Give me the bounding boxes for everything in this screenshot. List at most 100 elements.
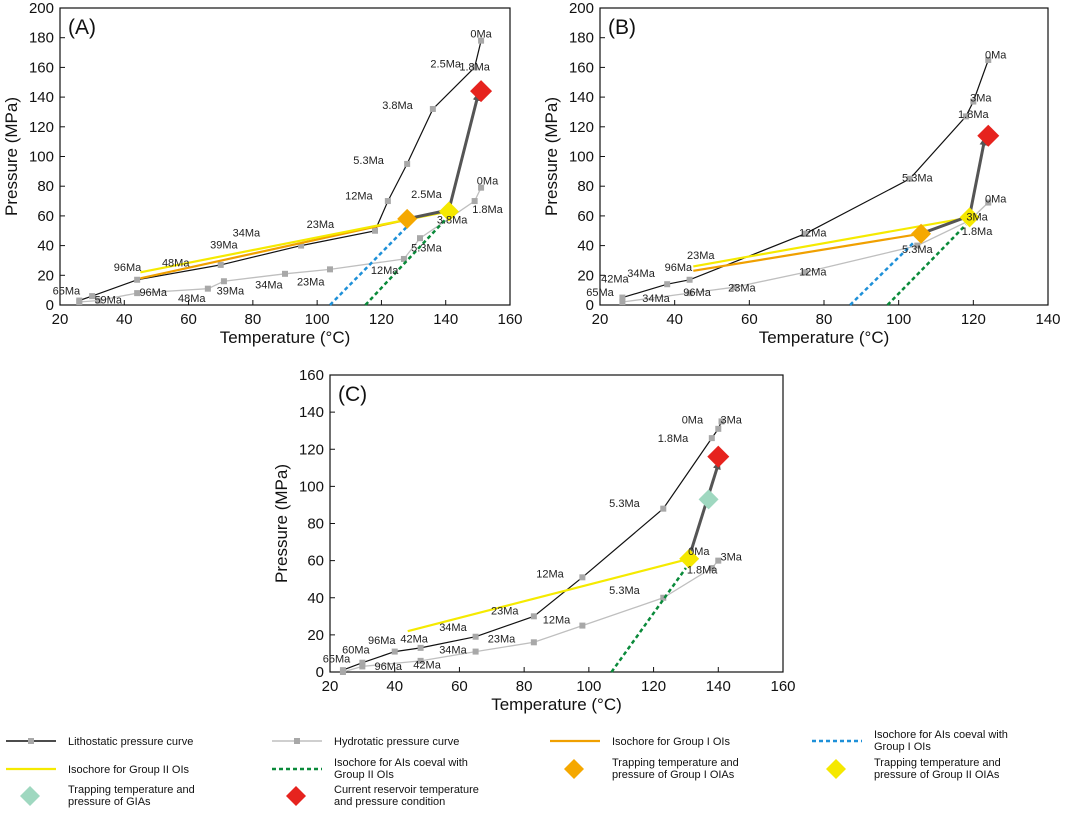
hydrostatic-point bbox=[708, 565, 715, 572]
y-tick-label: 120 bbox=[29, 119, 54, 136]
age-label: 65Ma bbox=[53, 286, 81, 298]
current-reservoir-diamond bbox=[977, 124, 1000, 147]
y-tick-label: 60 bbox=[307, 553, 324, 570]
legend-item-isochore-group1: Isochore for Group I OIs bbox=[550, 736, 730, 748]
age-label: 96Ma bbox=[683, 287, 711, 299]
age-label: 1.8Ma bbox=[962, 226, 993, 238]
age-label: 42Ma bbox=[413, 659, 441, 671]
y-tick-label: 40 bbox=[577, 238, 594, 255]
legend-swatch-diamond bbox=[826, 759, 846, 779]
age-label: 60Ma bbox=[342, 644, 370, 656]
x-tick-label: 120 bbox=[641, 678, 666, 695]
age-label: 1.8Ma bbox=[459, 61, 490, 73]
legend-item-trap-group1: Trapping temperature and pressure of Grou… bbox=[564, 757, 739, 781]
panel-A: 20 40 60 80 100 120 140 16002040608010012014016… bbox=[2, 0, 523, 347]
legend-swatch-diamond bbox=[20, 786, 40, 806]
lithostatic-point bbox=[715, 425, 722, 432]
age-label: 42Ma bbox=[400, 633, 428, 645]
lithostatic-point bbox=[372, 227, 378, 234]
legend-item-current-reservoir: Current reservoir temperature and pressur… bbox=[286, 784, 479, 808]
y-tick-label: 160 bbox=[569, 59, 594, 76]
age-label: 12Ma bbox=[536, 568, 564, 580]
trap-group2-diamond bbox=[679, 548, 700, 569]
age-label: 48Ma bbox=[162, 257, 190, 269]
hydrostatic-point bbox=[359, 663, 366, 670]
trap-group2-diamond bbox=[438, 201, 459, 222]
hydrostatic-point bbox=[220, 278, 227, 285]
y-tick-label: 40 bbox=[307, 590, 324, 607]
legend-swatch-marker bbox=[294, 738, 300, 744]
age-label: 96Ma bbox=[374, 661, 402, 673]
x-tick-label: 140 bbox=[706, 678, 731, 695]
age-label: 34Ma bbox=[627, 268, 655, 280]
lithostatic-point bbox=[686, 276, 693, 283]
legend-item-trap-gias: Trapping temperature and pressure of GIAs bbox=[20, 784, 195, 808]
x-tick-label: 40 bbox=[666, 311, 683, 328]
age-label: 0Ma bbox=[470, 29, 492, 41]
hydrostatic-point bbox=[802, 269, 809, 276]
x-tick-label: 160 bbox=[770, 678, 795, 695]
hydrostatic-point bbox=[95, 297, 102, 304]
age-label: 3.8Ma bbox=[382, 100, 413, 112]
hydrostatic-point bbox=[134, 290, 141, 297]
hydrostatic-point bbox=[400, 255, 407, 262]
lithostatic-point bbox=[359, 659, 366, 666]
age-label: 0Ma bbox=[688, 546, 710, 558]
x-axis-label: Temperature (°C) bbox=[759, 328, 890, 347]
hydrostatic-point bbox=[472, 648, 479, 655]
isochore-ais-group1-line bbox=[329, 222, 412, 306]
y-tick-label: 140 bbox=[569, 89, 594, 106]
legend-swatch-marker bbox=[28, 738, 34, 744]
x-tick-label: 140 bbox=[1035, 311, 1060, 328]
age-label: 23Ma bbox=[488, 633, 516, 645]
x-tick-label: 60 bbox=[180, 311, 197, 328]
age-label: 5.3Ma bbox=[411, 243, 442, 255]
age-label: 0Ma bbox=[985, 194, 1007, 206]
age-label: 0Ma bbox=[682, 414, 704, 426]
panel-C: 20 40 60 80 100 120 140 16002040608010012014016… bbox=[272, 367, 796, 714]
isochore-ais-group1-line bbox=[849, 241, 915, 306]
x-axis-label: Temperature (°C) bbox=[491, 695, 622, 714]
y-tick-label: 180 bbox=[569, 30, 594, 47]
hydrostatic-point bbox=[417, 657, 424, 664]
lithostatic-point bbox=[478, 37, 485, 44]
x-tick-label: 20 bbox=[52, 311, 69, 328]
isochore-ais-group2-line bbox=[364, 215, 450, 306]
hydrostatic-point bbox=[731, 284, 738, 291]
y-tick-label: 80 bbox=[37, 178, 54, 195]
age-label: 2.5Ma bbox=[411, 189, 442, 201]
age-label: 39Ma bbox=[210, 240, 238, 252]
current-reservoir-diamond bbox=[470, 80, 493, 103]
lithostatic-point bbox=[134, 276, 141, 283]
legend-swatch-diamond bbox=[564, 759, 584, 779]
hydrostatic-curve bbox=[342, 560, 719, 673]
legend-label: Isochore for AIs coeval with Group I OIs bbox=[874, 729, 1008, 753]
age-label: 34Ma bbox=[439, 644, 467, 656]
lithostatic-point bbox=[579, 574, 586, 581]
age-label: 3Ma bbox=[966, 211, 988, 223]
age-label: 2.5Ma bbox=[430, 58, 461, 70]
lithostatic-point bbox=[298, 242, 305, 249]
y-tick-label: 40 bbox=[37, 238, 54, 255]
x-tick-label: 80 bbox=[516, 678, 533, 695]
lithostatic-point bbox=[962, 113, 969, 120]
x-tick-label: 40 bbox=[386, 678, 403, 695]
y-tick-label: 80 bbox=[577, 178, 594, 195]
y-tick-label: 60 bbox=[37, 208, 54, 225]
y-tick-label: 160 bbox=[29, 59, 54, 76]
age-label: 5.3Ma bbox=[902, 173, 933, 185]
lithostatic-point bbox=[391, 648, 398, 655]
legend-swatch-diamond bbox=[286, 786, 306, 806]
age-label: 23Ma bbox=[307, 219, 335, 231]
y-tick-label: 180 bbox=[29, 30, 54, 47]
y-tick-label: 140 bbox=[29, 89, 54, 106]
hydrostatic-point bbox=[914, 242, 921, 249]
age-label: 23Ma bbox=[491, 605, 519, 617]
age-label: 1.8Ma bbox=[958, 109, 989, 121]
x-tick-label: 40 bbox=[116, 311, 133, 328]
lithostatic-point bbox=[906, 175, 913, 182]
hydrostatic-point bbox=[327, 266, 333, 273]
hydrostatic-point bbox=[715, 557, 722, 564]
hydrostatic-point bbox=[660, 594, 667, 601]
